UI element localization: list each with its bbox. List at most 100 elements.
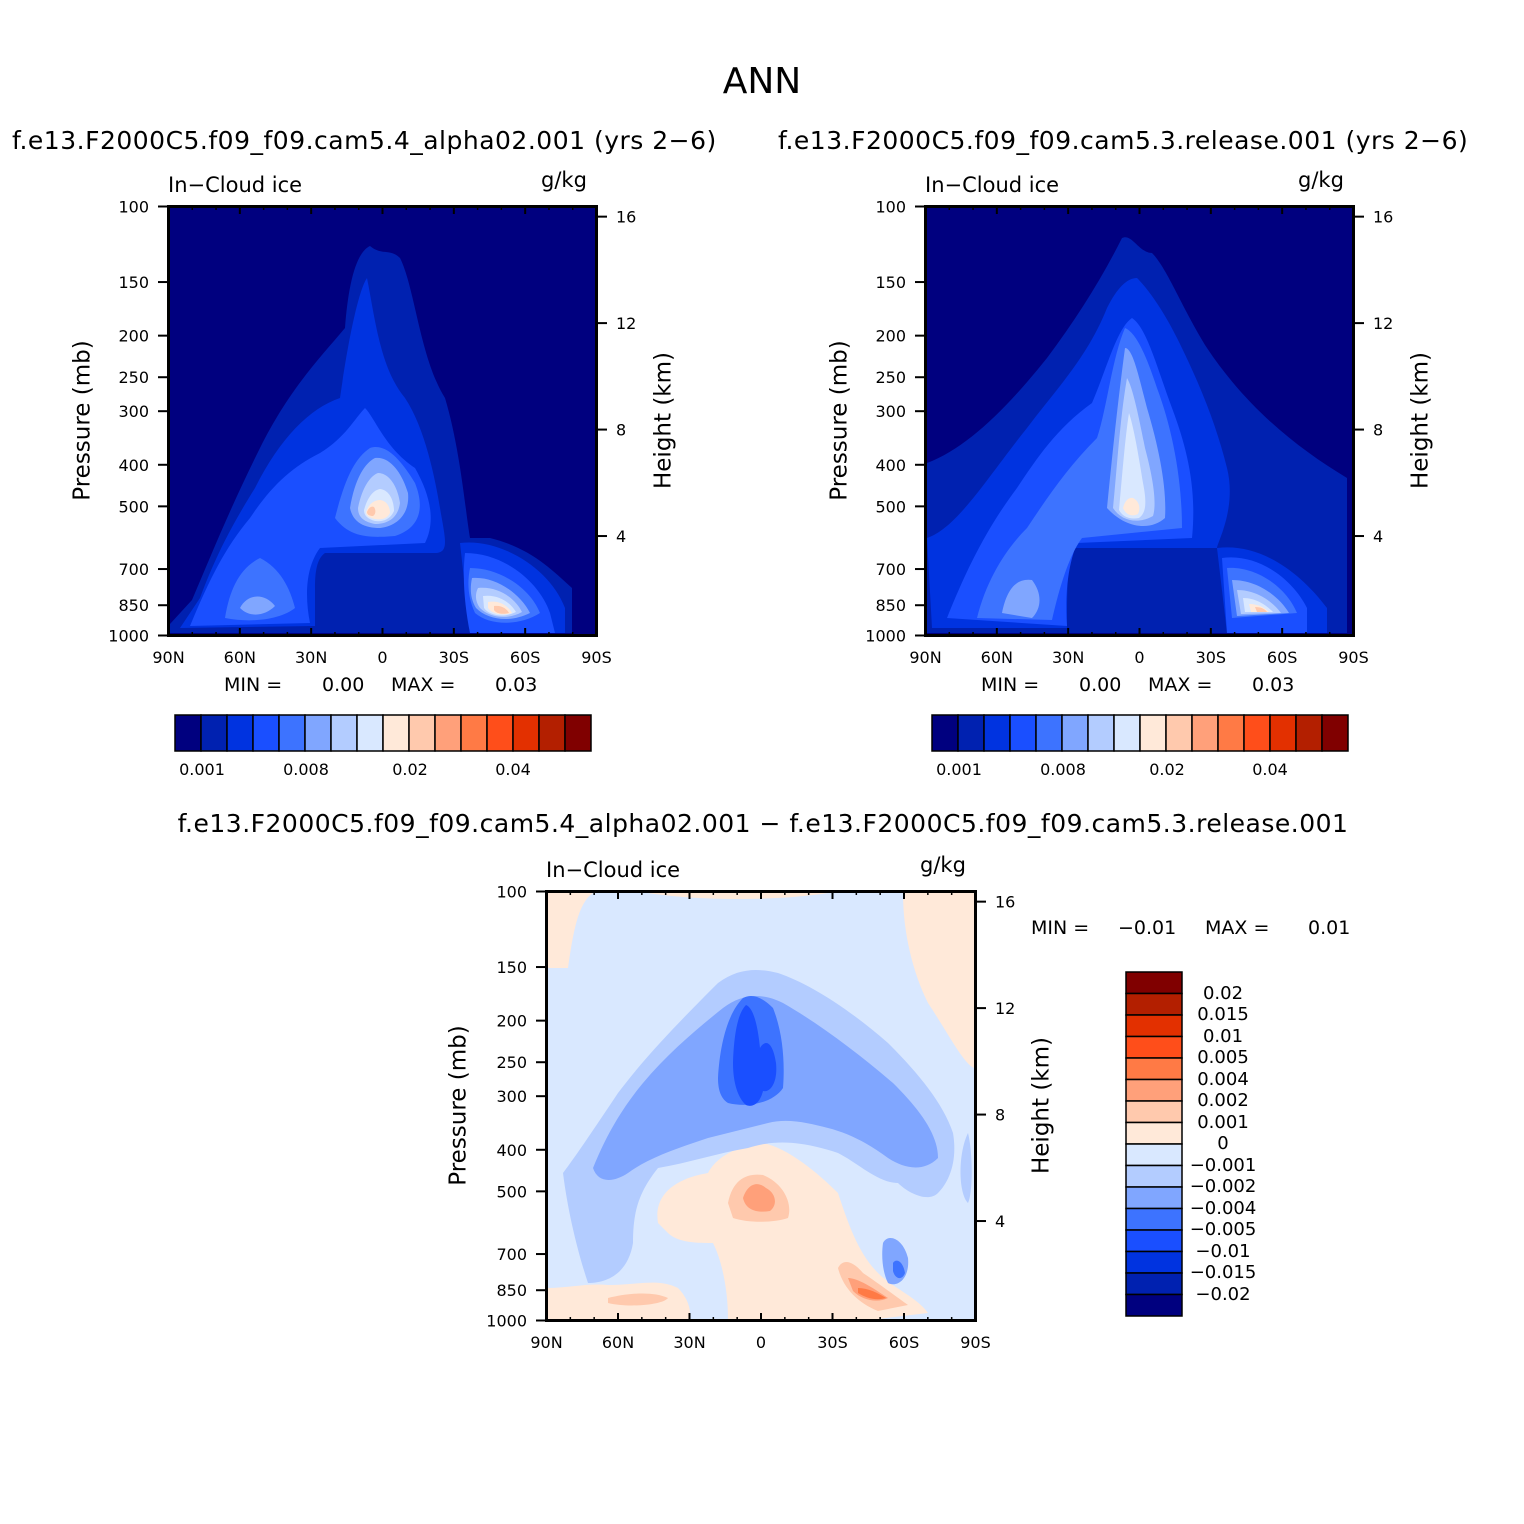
colorbar-box	[1125, 1293, 1183, 1317]
p2-level-9	[1255, 607, 1267, 612]
x-tick-label: 90S	[960, 1333, 991, 1352]
y-height-tick-label: 8	[1373, 421, 1383, 440]
x-tick-label: 60S	[510, 648, 541, 667]
cb2-label-1: 0.008	[1040, 760, 1086, 779]
cb2-label-0: 0.001	[936, 760, 982, 779]
y-pressure-tick-label: 500	[875, 497, 906, 516]
y-pressure-tick-label: 100	[496, 883, 527, 902]
x-tick-label: 0	[1134, 648, 1144, 667]
p2-level-6	[1113, 378, 1281, 614]
p3-positive-0	[548, 893, 974, 1319]
x-tick-label: 60S	[889, 1333, 920, 1352]
y-height-tick-label: 16	[1373, 208, 1393, 227]
y-pressure-tick-label: 1000	[108, 627, 149, 646]
colorbar-box	[1125, 1143, 1183, 1167]
panel2-max-label: MAX =	[1148, 674, 1213, 696]
colorbar-box	[486, 714, 514, 752]
colorbar-box	[1321, 714, 1349, 752]
panel2-variable: In−Cloud ice	[925, 173, 1060, 197]
colorbar-box	[1139, 714, 1167, 752]
p3-positive-2	[743, 1184, 888, 1301]
x-tick-label: 0	[756, 1333, 766, 1352]
colorbar-box	[1125, 992, 1183, 1016]
y-pressure-tick-label: 850	[118, 596, 149, 615]
x-tick-label: 60N	[981, 648, 1013, 667]
cb3-label: 0.001	[1197, 1111, 1249, 1133]
cb1-label-0: 0.001	[179, 760, 225, 779]
cb3-label: 0.02	[1202, 982, 1244, 1004]
colorbar-box	[1125, 1229, 1183, 1253]
y-pressure-tick-label: 200	[118, 327, 149, 346]
y-pressure-tick-label: 250	[118, 368, 149, 387]
y-pressure-tick-label: 150	[875, 273, 906, 292]
y-height-tick-label: 4	[995, 1212, 1005, 1231]
y-pressure-tick-label: 700	[875, 560, 906, 579]
colorbar-box	[460, 714, 488, 752]
panel3-contours	[548, 893, 974, 1319]
x-tick-label: 90S	[1338, 648, 1369, 667]
colorbar-box	[512, 714, 540, 752]
y-pressure-tick-label: 300	[875, 402, 906, 421]
panel3-colorbar	[1125, 971, 1183, 1317]
y-pressure-tick-label: 200	[496, 1012, 527, 1031]
y-pressure-tick-label: 700	[118, 560, 149, 579]
panel1-plot	[167, 205, 598, 637]
y-pressure-tick-label: 200	[875, 327, 906, 346]
x-tick-label: 60N	[602, 1333, 634, 1352]
figure-title: ANN	[722, 61, 802, 102]
panel1-max-value: 0.03	[495, 674, 538, 696]
cb3-label: −0.002	[1189, 1176, 1257, 1197]
colorbar-box	[1125, 1057, 1183, 1081]
colorbar-box	[1165, 714, 1193, 752]
p1-level-4	[225, 447, 540, 623]
y-pressure-tick-label: 500	[118, 497, 149, 516]
colorbar-box	[1125, 1100, 1183, 1124]
panel2-min-value: 0.00	[1079, 674, 1122, 696]
cb3-label: −0.01	[1195, 1240, 1251, 1262]
panel2-units: g/kg	[1298, 168, 1344, 192]
y-height-tick-label: 12	[995, 999, 1015, 1018]
colorbar-box	[1125, 971, 1183, 995]
cb3-label: 0.002	[1197, 1090, 1249, 1111]
colorbar-box	[1243, 714, 1271, 752]
panel3-units: g/kg	[920, 853, 966, 877]
p3-negative-1	[563, 970, 972, 1283]
panel1-min-label: MIN =	[224, 674, 283, 696]
colorbar-box	[564, 714, 592, 752]
x-tick-label: 30S	[817, 1333, 848, 1352]
colorbar-box	[434, 714, 462, 752]
y-height-tick-label: 16	[616, 208, 636, 227]
p1-level-8	[366, 500, 512, 615]
y-pressure-tick-label: 100	[875, 198, 906, 217]
x-tick-label: 60N	[224, 648, 256, 667]
colorbar-box	[983, 714, 1011, 752]
y-pressure-tick-label: 400	[875, 456, 906, 475]
colorbar-box	[278, 714, 306, 752]
y-pressure-tick-label: 150	[496, 958, 527, 977]
y-pressure-tick-label: 850	[496, 1281, 527, 1300]
colorbar-box	[1113, 714, 1141, 752]
x-tick-label: 30N	[1052, 648, 1084, 667]
y-pressure-tick-label: 850	[875, 596, 906, 615]
colorbar-box	[1125, 1250, 1183, 1274]
y-pressure-tick-label: 250	[496, 1053, 527, 1072]
colorbar-box	[1125, 1078, 1183, 1102]
y-height-tick-label: 12	[616, 314, 636, 333]
cb3-label: −0.015	[1189, 1262, 1257, 1283]
panel2-min-label: MIN =	[981, 674, 1040, 696]
cb3-label: 0.015	[1197, 1004, 1249, 1025]
cb1-label-2: 0.02	[392, 760, 428, 779]
cb3-label: 0.01	[1202, 1025, 1244, 1047]
x-tick-label: 30N	[295, 648, 327, 667]
panel3-ylabel-right: Height (km)	[1028, 1037, 1055, 1175]
colorbar-box	[226, 714, 254, 752]
colorbar-box	[304, 714, 332, 752]
panel3-min-label: MIN =	[1031, 917, 1090, 939]
panel2-contours	[927, 208, 1352, 634]
y-pressure-tick-label: 400	[118, 456, 149, 475]
colorbar-box	[1217, 714, 1245, 752]
x-tick-label: 90N	[530, 1333, 562, 1352]
panel3-max-value: 0.01	[1308, 917, 1351, 939]
